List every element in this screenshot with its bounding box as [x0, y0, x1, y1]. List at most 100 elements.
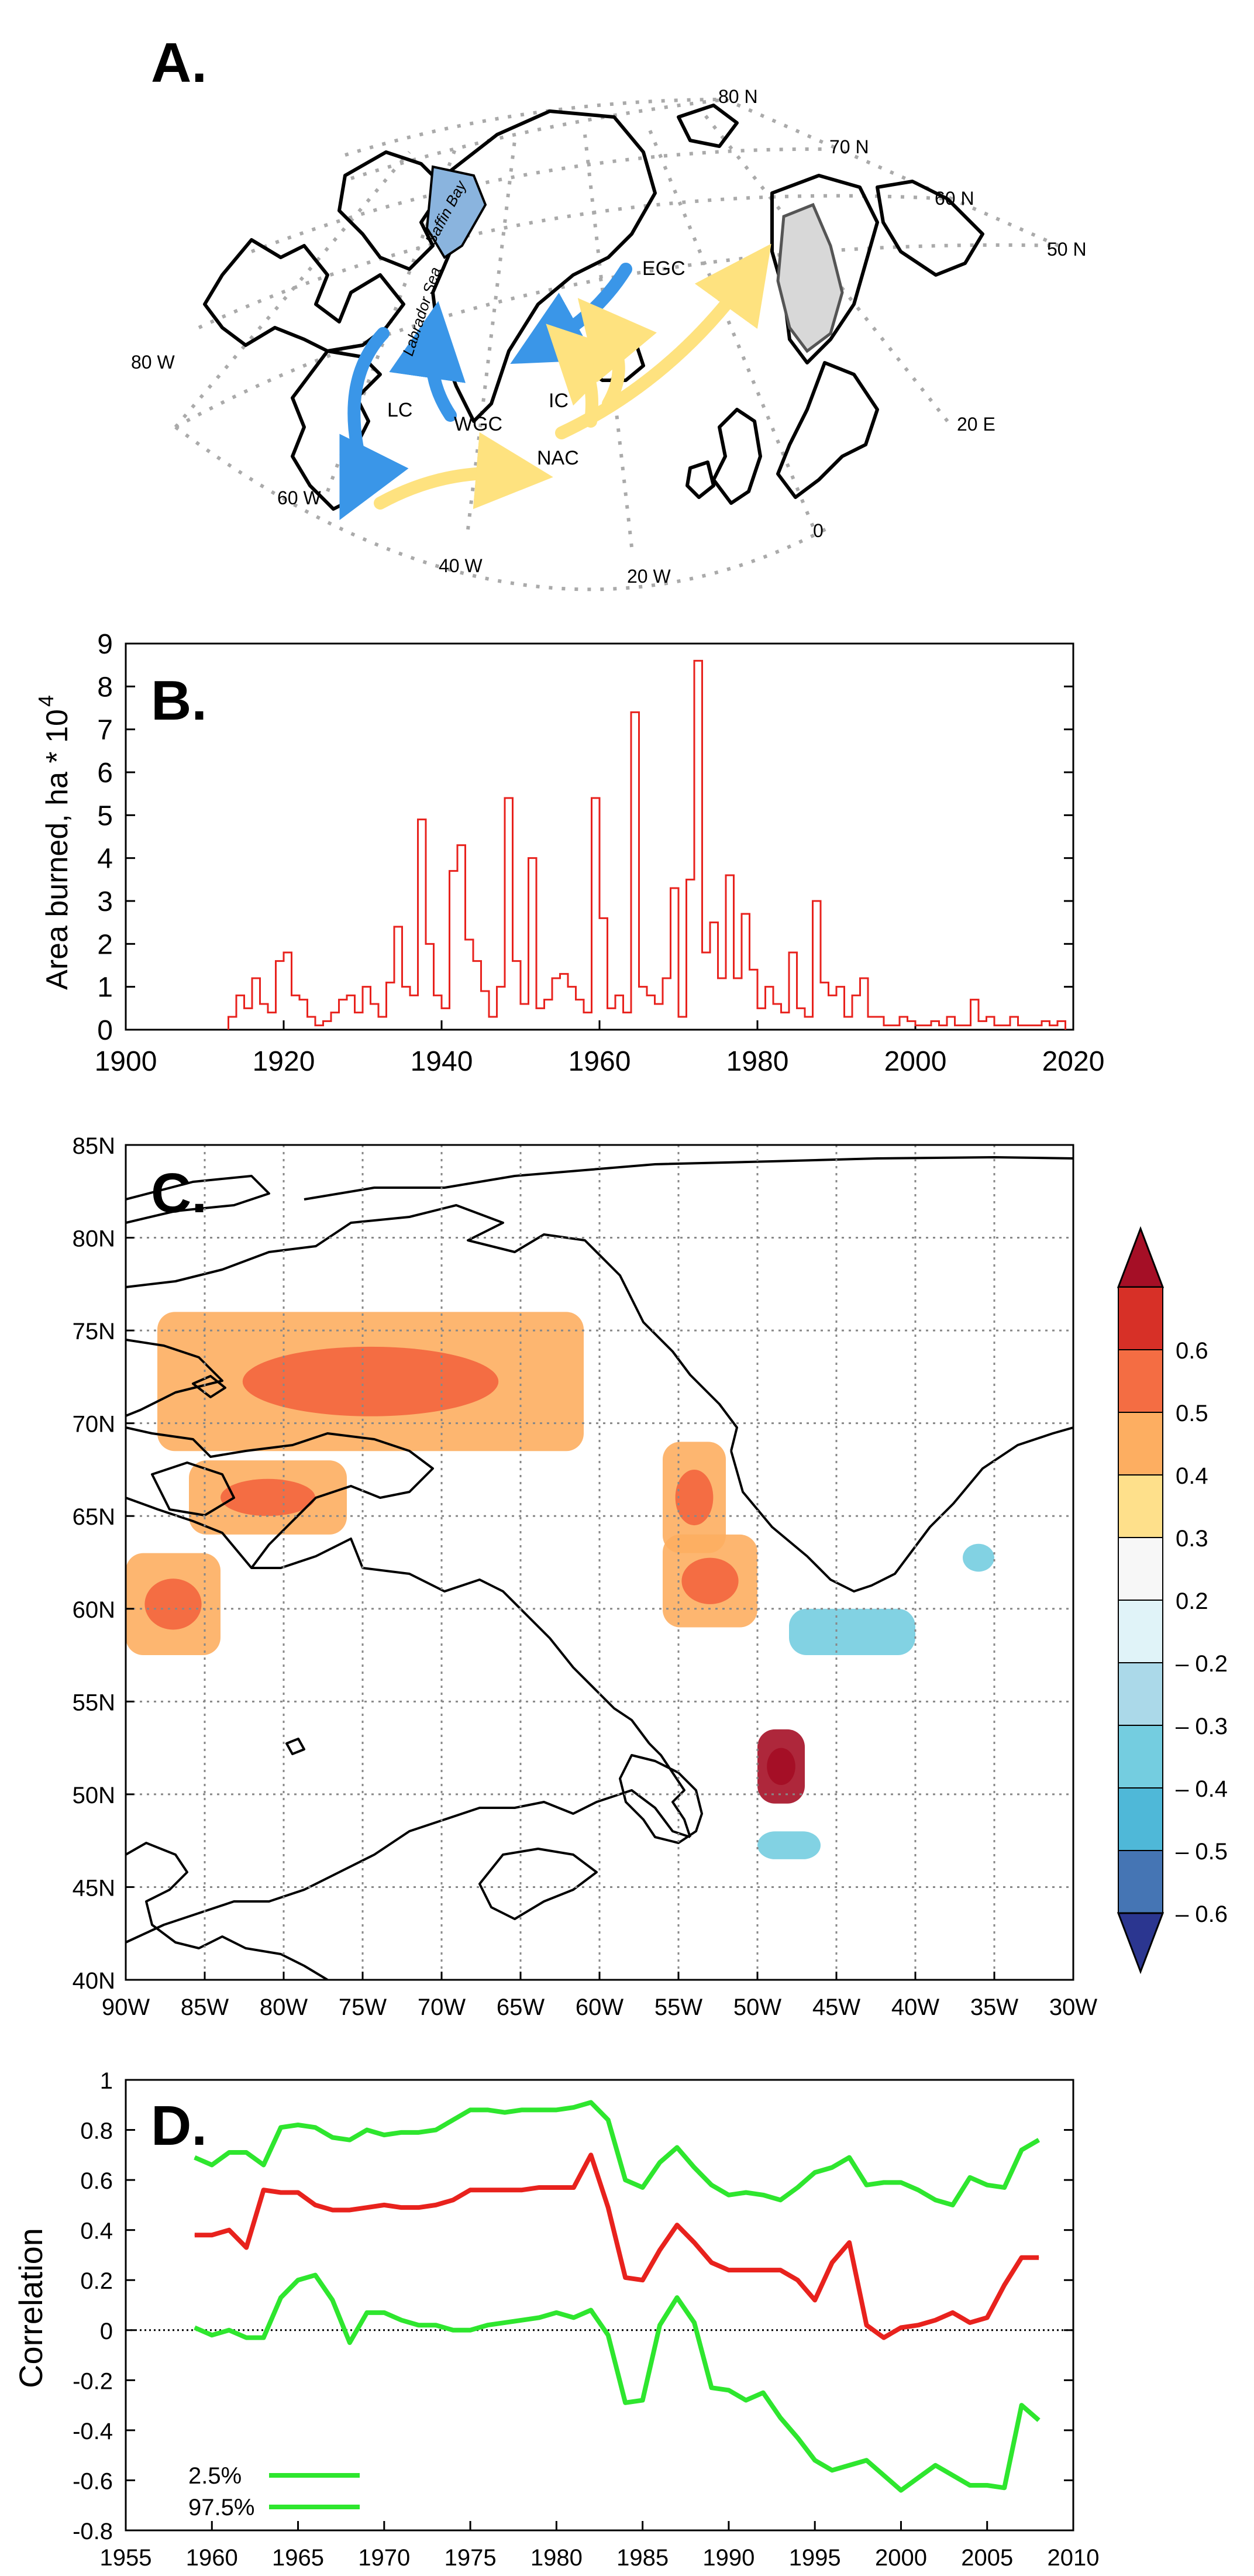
colorbar-box — [1118, 1412, 1163, 1476]
bar-1988 — [821, 982, 829, 1030]
series-line-0 — [194, 2152, 1039, 2340]
bar-1945 — [481, 991, 490, 1030]
c-ytick-label: 40N — [73, 1968, 115, 1994]
map-right-edge — [724, 98, 1060, 247]
coast-europe — [776, 361, 879, 499]
baffin-bay-region — [425, 165, 487, 259]
bar-1922 — [299, 1000, 308, 1030]
colorbar-label: 0.2 — [1176, 1588, 1208, 1614]
bar-1942 — [457, 845, 466, 1030]
lon-label-60w: 60 W — [277, 487, 321, 508]
c-xtick-label: 50W — [733, 1994, 781, 2020]
panel-a-label: A. — [151, 32, 207, 94]
legend-label-97-5: 97.5% — [188, 2495, 254, 2520]
bar-1929 — [355, 1013, 363, 1030]
series-2-point — [728, 2389, 729, 2391]
lat-label-60n: 60 N — [935, 188, 974, 209]
lon-label-20e: 20 E — [957, 414, 995, 435]
c-ytick-label: 75N — [73, 1319, 115, 1344]
series-0-point — [797, 2279, 798, 2281]
bar-1966 — [647, 995, 655, 1030]
current-lc-arrow — [339, 327, 409, 521]
series-0-point — [625, 2277, 626, 2278]
bar-1949 — [513, 961, 521, 1030]
lon-label-40w: 40 W — [439, 555, 483, 576]
series-0-point — [315, 2204, 316, 2206]
series-0-point — [573, 2187, 574, 2188]
panel-c-regions — [126, 1312, 994, 1859]
bar-1984 — [789, 952, 797, 1030]
c-xtick-label: 65W — [497, 1994, 545, 2020]
bar-1977 — [734, 978, 742, 1030]
c-coast-newfoundland — [619, 1754, 703, 1844]
c-ytick-label: 60N — [73, 1597, 115, 1623]
c-ytick-label: 50N — [73, 1783, 115, 1808]
current-labels: LC WGC EGC IC NAC — [387, 257, 685, 469]
map-top-arc — [344, 98, 726, 157]
panel-b-bars-outline — [228, 659, 1066, 1030]
colorbar-label: – 0.2 — [1176, 1651, 1228, 1677]
c-coast-southampton — [151, 1461, 235, 1516]
bar-2002 — [931, 1021, 939, 1030]
heat-region — [757, 1831, 821, 1859]
heat-region-core — [767, 1748, 795, 1786]
c-xtick-label: 35W — [970, 1994, 1018, 2020]
bar-1936 — [410, 995, 418, 1030]
series-1-point — [625, 2179, 626, 2181]
bar-1972 — [694, 661, 702, 1030]
panel-b-ylabel-exponent: 4 — [34, 695, 58, 707]
colorbar-label: – 0.3 — [1176, 1714, 1228, 1739]
c-ytick-label: 45N — [73, 1875, 115, 1901]
bar-1917 — [260, 1004, 268, 1030]
bar-1998 — [900, 1017, 908, 1030]
c-coast-nova-scotia — [478, 1848, 598, 1920]
colorbar-top-triangle — [1117, 1226, 1165, 1288]
bar-1971 — [687, 879, 695, 1030]
bar-1943 — [466, 940, 474, 1030]
colorbar-box — [1118, 1725, 1163, 1789]
c-coast-ungava — [126, 1497, 650, 1745]
bar-1933 — [387, 982, 395, 1030]
d-ytick-label: 0.2 — [80, 2268, 113, 2294]
d-xtick-label: 1955 — [100, 2545, 152, 2571]
b-xtick-label: 1900 — [95, 1046, 157, 1077]
bar-1928 — [347, 995, 355, 1030]
bar-1919 — [276, 961, 284, 1030]
panel-b-y-axis: 0 1 2 3 4 5 6 7 8 9 — [97, 629, 1073, 1046]
b-ytick-label: 9 — [97, 629, 113, 660]
panel-b-label: B. — [151, 669, 207, 732]
panel-c-heatmap: C. 85N 80N 75N 70N 65N 60N 55N 50N 45N 40N 90W 85W… — [73, 1133, 1228, 2020]
heat-region-core — [675, 1469, 714, 1526]
series-2-point — [866, 2460, 867, 2461]
bar-1952 — [536, 1008, 545, 1030]
colorbar-box — [1118, 1287, 1163, 1350]
current-ic-branch-arrow — [577, 298, 657, 410]
c-xtick-label: 55W — [654, 1994, 702, 2020]
bar-1993 — [860, 978, 869, 1030]
c-xtick-label: 85W — [181, 1994, 229, 2020]
bar-1915 — [244, 1008, 253, 1030]
panel-b-x-axis: 1900 1920 1940 1960 1980 2000 2020 — [95, 1020, 1104, 1077]
bar-1956 — [568, 987, 576, 1030]
current-ic-arrow — [546, 324, 628, 428]
d-xtick-label: 2000 — [875, 2545, 927, 2571]
bar-1935 — [402, 987, 411, 1030]
bar-1987 — [813, 901, 821, 1030]
c-xtick-label: 45W — [812, 1994, 860, 2020]
c-coast-gulf-st-lawrence — [126, 1789, 691, 1944]
bar-1980 — [757, 1008, 766, 1030]
scandinavia-region — [776, 202, 844, 353]
colorbar-box — [1118, 1787, 1163, 1851]
bar-1918 — [268, 1013, 276, 1030]
map-currents — [339, 243, 771, 521]
series-1-point — [1021, 2149, 1022, 2151]
c-coast-baffin-n — [126, 1204, 738, 1452]
svg-text:Area burned, ha * 104: Area burned, ha * 10 4 — [34, 695, 74, 990]
d-ytick-label: -0.4 — [73, 2419, 113, 2444]
series-1-point — [401, 2132, 402, 2133]
coast-labrador — [291, 349, 382, 511]
bar-1962 — [615, 995, 623, 1030]
series-1-point — [194, 2157, 195, 2158]
heat-region — [963, 1543, 994, 1572]
b-ytick-label: 1 — [97, 972, 113, 1003]
